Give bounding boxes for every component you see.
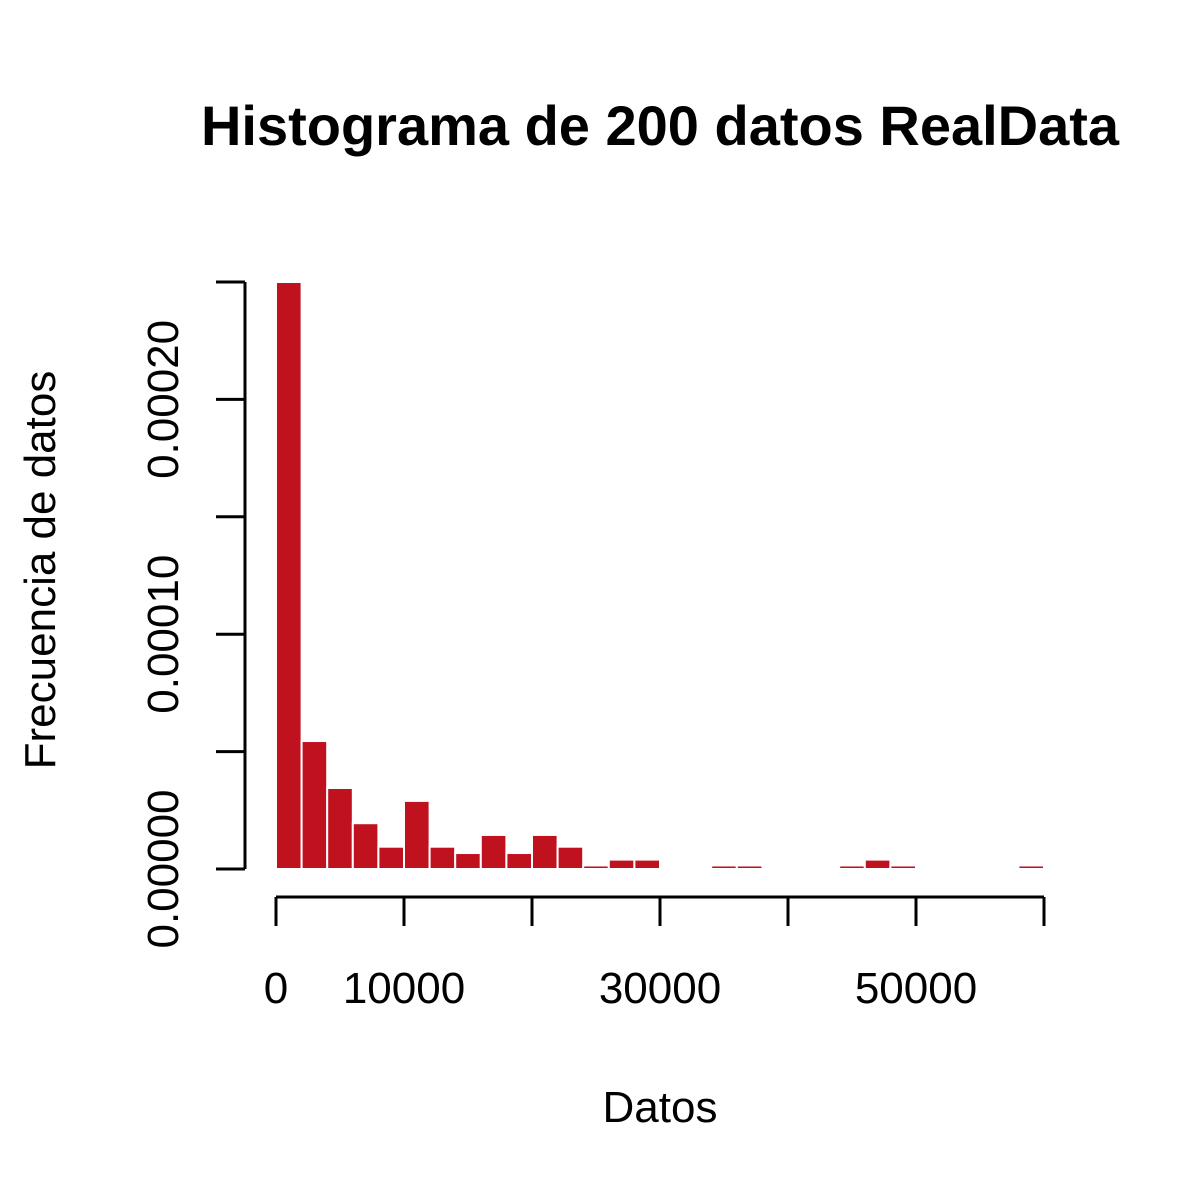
histogram-bar [582, 864, 610, 871]
x-tick-label: 30000 [599, 964, 721, 1013]
histogram-bar [505, 852, 533, 871]
histogram-bar [351, 822, 380, 870]
histogram-bar [275, 281, 303, 870]
histogram-bar [556, 845, 585, 870]
y-tick-label: 0.00000 [139, 789, 188, 948]
x-axis-label: Datos [603, 1083, 718, 1132]
y-axis: 0.00000 0.00010 0.00020 [139, 280, 247, 949]
histogram-bar [710, 864, 738, 871]
histogram-bar [863, 858, 892, 870]
histogram-bar [300, 740, 329, 870]
histogram-bar [633, 858, 662, 870]
histogram-bar [735, 864, 764, 871]
histogram-bar [1017, 864, 1046, 871]
x-tick-label: 50000 [855, 964, 977, 1013]
x-axis: 0 10000 30000 50000 [264, 895, 1046, 1013]
histogram-bar [889, 864, 918, 871]
histogram-bar [454, 852, 482, 871]
x-tick-label: 0 [264, 964, 288, 1013]
bars-group [275, 281, 1046, 871]
histogram-bar [377, 845, 405, 870]
histogram-bar [531, 833, 559, 870]
histogram-bar [607, 858, 636, 870]
histogram-bar [403, 799, 431, 871]
y-tick-label: 0.00010 [139, 555, 188, 714]
y-axis-label: Frecuencia de datos [16, 371, 65, 770]
histogram-bar [479, 833, 508, 870]
histogram-bar [326, 786, 354, 871]
histogram-bar [428, 845, 457, 870]
histogram-bar [838, 864, 866, 871]
x-tick-label: 10000 [343, 964, 465, 1013]
y-tick-label: 0.00020 [139, 320, 188, 479]
chart-title: Histograma de 200 datos RealData [201, 94, 1120, 157]
